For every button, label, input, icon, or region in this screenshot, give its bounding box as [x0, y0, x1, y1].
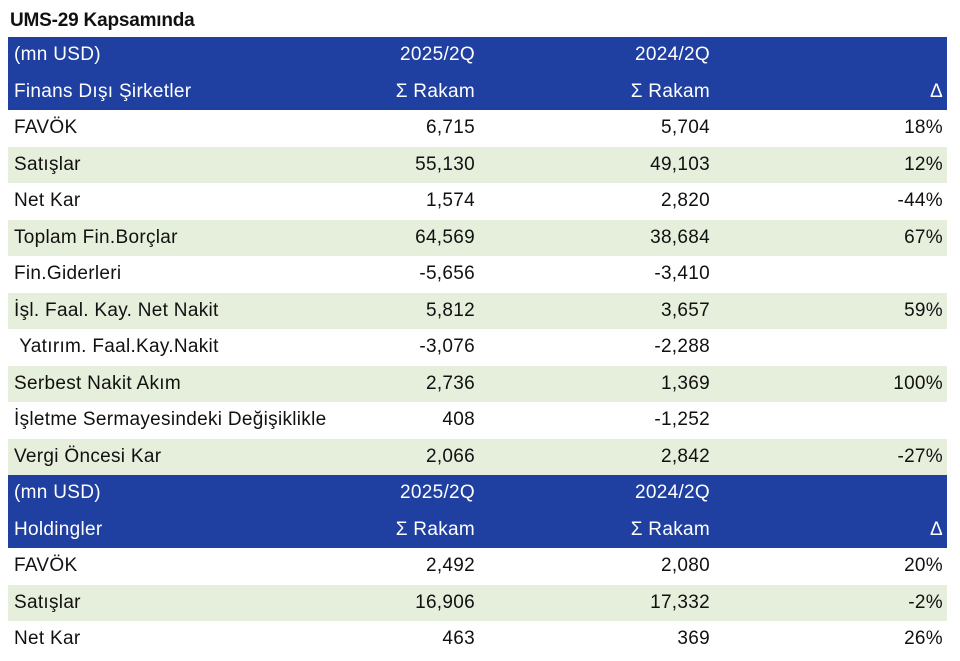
change-cell[interactable]: 59% [714, 292, 947, 329]
financial-table: (mn USD) 2025/2Q 2024/2Q Finans Dışı Şir… [8, 37, 947, 658]
value-cell[interactable]: 369 [479, 621, 714, 658]
value-cell[interactable]: -3,076 [359, 329, 479, 366]
row-label-cell[interactable]: İşletme Sermayesindeki Değişiklikle [8, 402, 359, 439]
change-cell[interactable] [714, 402, 947, 439]
table-row: Satışlar 16,906 17,332 -2% [8, 584, 947, 621]
change-cell[interactable]: 18% [714, 110, 947, 147]
section2-header-labels: Holdingler Σ Rakam Σ Rakam Δ [8, 511, 947, 548]
table-row: Fin.Giderleri -5,656 -3,410 [8, 256, 947, 293]
header-cell[interactable]: 2025/2Q [359, 475, 479, 512]
change-cell[interactable]: 12% [714, 146, 947, 183]
value-cell[interactable]: 38,684 [479, 219, 714, 256]
header-cell[interactable]: 2024/2Q [479, 37, 714, 74]
value-cell[interactable]: 2,066 [359, 438, 479, 475]
header-cell[interactable]: (mn USD) [8, 37, 359, 74]
change-cell[interactable]: 26% [714, 621, 947, 658]
value-cell[interactable]: -3,410 [479, 256, 714, 293]
row-label-cell[interactable]: Vergi Öncesi Kar [8, 438, 359, 475]
value-cell[interactable]: 55,130 [359, 146, 479, 183]
change-cell[interactable]: -2% [714, 584, 947, 621]
row-label-cell[interactable]: Fin.Giderleri [8, 256, 359, 293]
change-cell[interactable] [714, 329, 947, 366]
row-label-cell[interactable]: Yatırım. Faal.Kay.Nakit [8, 329, 359, 366]
header-cell[interactable]: Δ [714, 511, 947, 548]
header-cell[interactable]: Finans Dışı Şirketler [8, 73, 359, 110]
header-cell[interactable]: 2025/2Q [359, 37, 479, 74]
value-cell[interactable]: 1,574 [359, 183, 479, 220]
value-cell[interactable]: 5,704 [479, 110, 714, 147]
change-cell[interactable]: -27% [714, 438, 947, 475]
change-cell[interactable]: 100% [714, 365, 947, 402]
header-cell[interactable]: Σ Rakam [359, 511, 479, 548]
header-cell[interactable]: Σ Rakam [359, 73, 479, 110]
change-cell[interactable] [714, 256, 947, 293]
value-cell[interactable]: 2,736 [359, 365, 479, 402]
header-cell[interactable] [714, 475, 947, 512]
value-cell[interactable]: 2,842 [479, 438, 714, 475]
row-label-cell[interactable]: Toplam Fin.Borçlar [8, 219, 359, 256]
change-cell[interactable]: -44% [714, 183, 947, 220]
value-cell[interactable]: -1,252 [479, 402, 714, 439]
header-cell[interactable] [714, 37, 947, 74]
value-cell[interactable]: 49,103 [479, 146, 714, 183]
value-cell[interactable]: -5,656 [359, 256, 479, 293]
section1-header-units: (mn USD) 2025/2Q 2024/2Q [8, 37, 947, 74]
value-cell[interactable]: -2,288 [479, 329, 714, 366]
value-cell[interactable]: 408 [359, 402, 479, 439]
row-label-cell[interactable]: Satışlar [8, 584, 359, 621]
section1-header-labels: Finans Dışı Şirketler Σ Rakam Σ Rakam Δ [8, 73, 947, 110]
header-cell[interactable]: (mn USD) [8, 475, 359, 512]
value-cell[interactable]: 463 [359, 621, 479, 658]
table-row: FAVÖK 2,492 2,080 20% [8, 548, 947, 585]
table-row: Vergi Öncesi Kar 2,066 2,842 -27% [8, 438, 947, 475]
value-cell[interactable]: 1,369 [479, 365, 714, 402]
row-label-cell[interactable]: İşl. Faal. Kay. Net Nakit [8, 292, 359, 329]
table-row: Net Kar 1,574 2,820 -44% [8, 183, 947, 220]
value-cell[interactable]: 6,715 [359, 110, 479, 147]
table-row: Net Kar 463 369 26% [8, 621, 947, 658]
row-label-cell[interactable]: Satışlar [8, 146, 359, 183]
header-cell[interactable]: Σ Rakam [479, 73, 714, 110]
table-row: İşl. Faal. Kay. Net Nakit 5,812 3,657 59… [8, 292, 947, 329]
value-cell[interactable]: 2,820 [479, 183, 714, 220]
header-cell[interactable]: 2024/2Q [479, 475, 714, 512]
change-cell[interactable]: 67% [714, 219, 947, 256]
table-row: Satışlar 55,130 49,103 12% [8, 146, 947, 183]
header-cell[interactable]: Holdingler [8, 511, 359, 548]
table-row: FAVÖK 6,715 5,704 18% [8, 110, 947, 147]
row-label-cell[interactable]: Net Kar [8, 183, 359, 220]
row-label-cell[interactable]: Serbest Nakit Akım [8, 365, 359, 402]
value-cell[interactable]: 3,657 [479, 292, 714, 329]
header-cell[interactable]: Σ Rakam [479, 511, 714, 548]
header-cell[interactable]: Δ [714, 73, 947, 110]
sheet-title: UMS-29 Kapsamında [10, 10, 195, 31]
change-cell[interactable]: 20% [714, 548, 947, 585]
section2-header-units: (mn USD) 2025/2Q 2024/2Q [8, 475, 947, 512]
table-row: İşletme Sermayesindeki Değişiklikle 408 … [8, 402, 947, 439]
value-cell[interactable]: 2,080 [479, 548, 714, 585]
table-row: Serbest Nakit Akım 2,736 1,369 100% [8, 365, 947, 402]
value-cell[interactable]: 5,812 [359, 292, 479, 329]
value-cell[interactable]: 2,492 [359, 548, 479, 585]
row-label-cell[interactable]: FAVÖK [8, 548, 359, 585]
value-cell[interactable]: 17,332 [479, 584, 714, 621]
value-cell[interactable]: 64,569 [359, 219, 479, 256]
value-cell[interactable]: 16,906 [359, 584, 479, 621]
table-row: Yatırım. Faal.Kay.Nakit -3,076 -2,288 [8, 329, 947, 366]
row-label-cell[interactable]: FAVÖK [8, 110, 359, 147]
row-label-cell[interactable]: Net Kar [8, 621, 359, 658]
table-row: Toplam Fin.Borçlar 64,569 38,684 67% [8, 219, 947, 256]
